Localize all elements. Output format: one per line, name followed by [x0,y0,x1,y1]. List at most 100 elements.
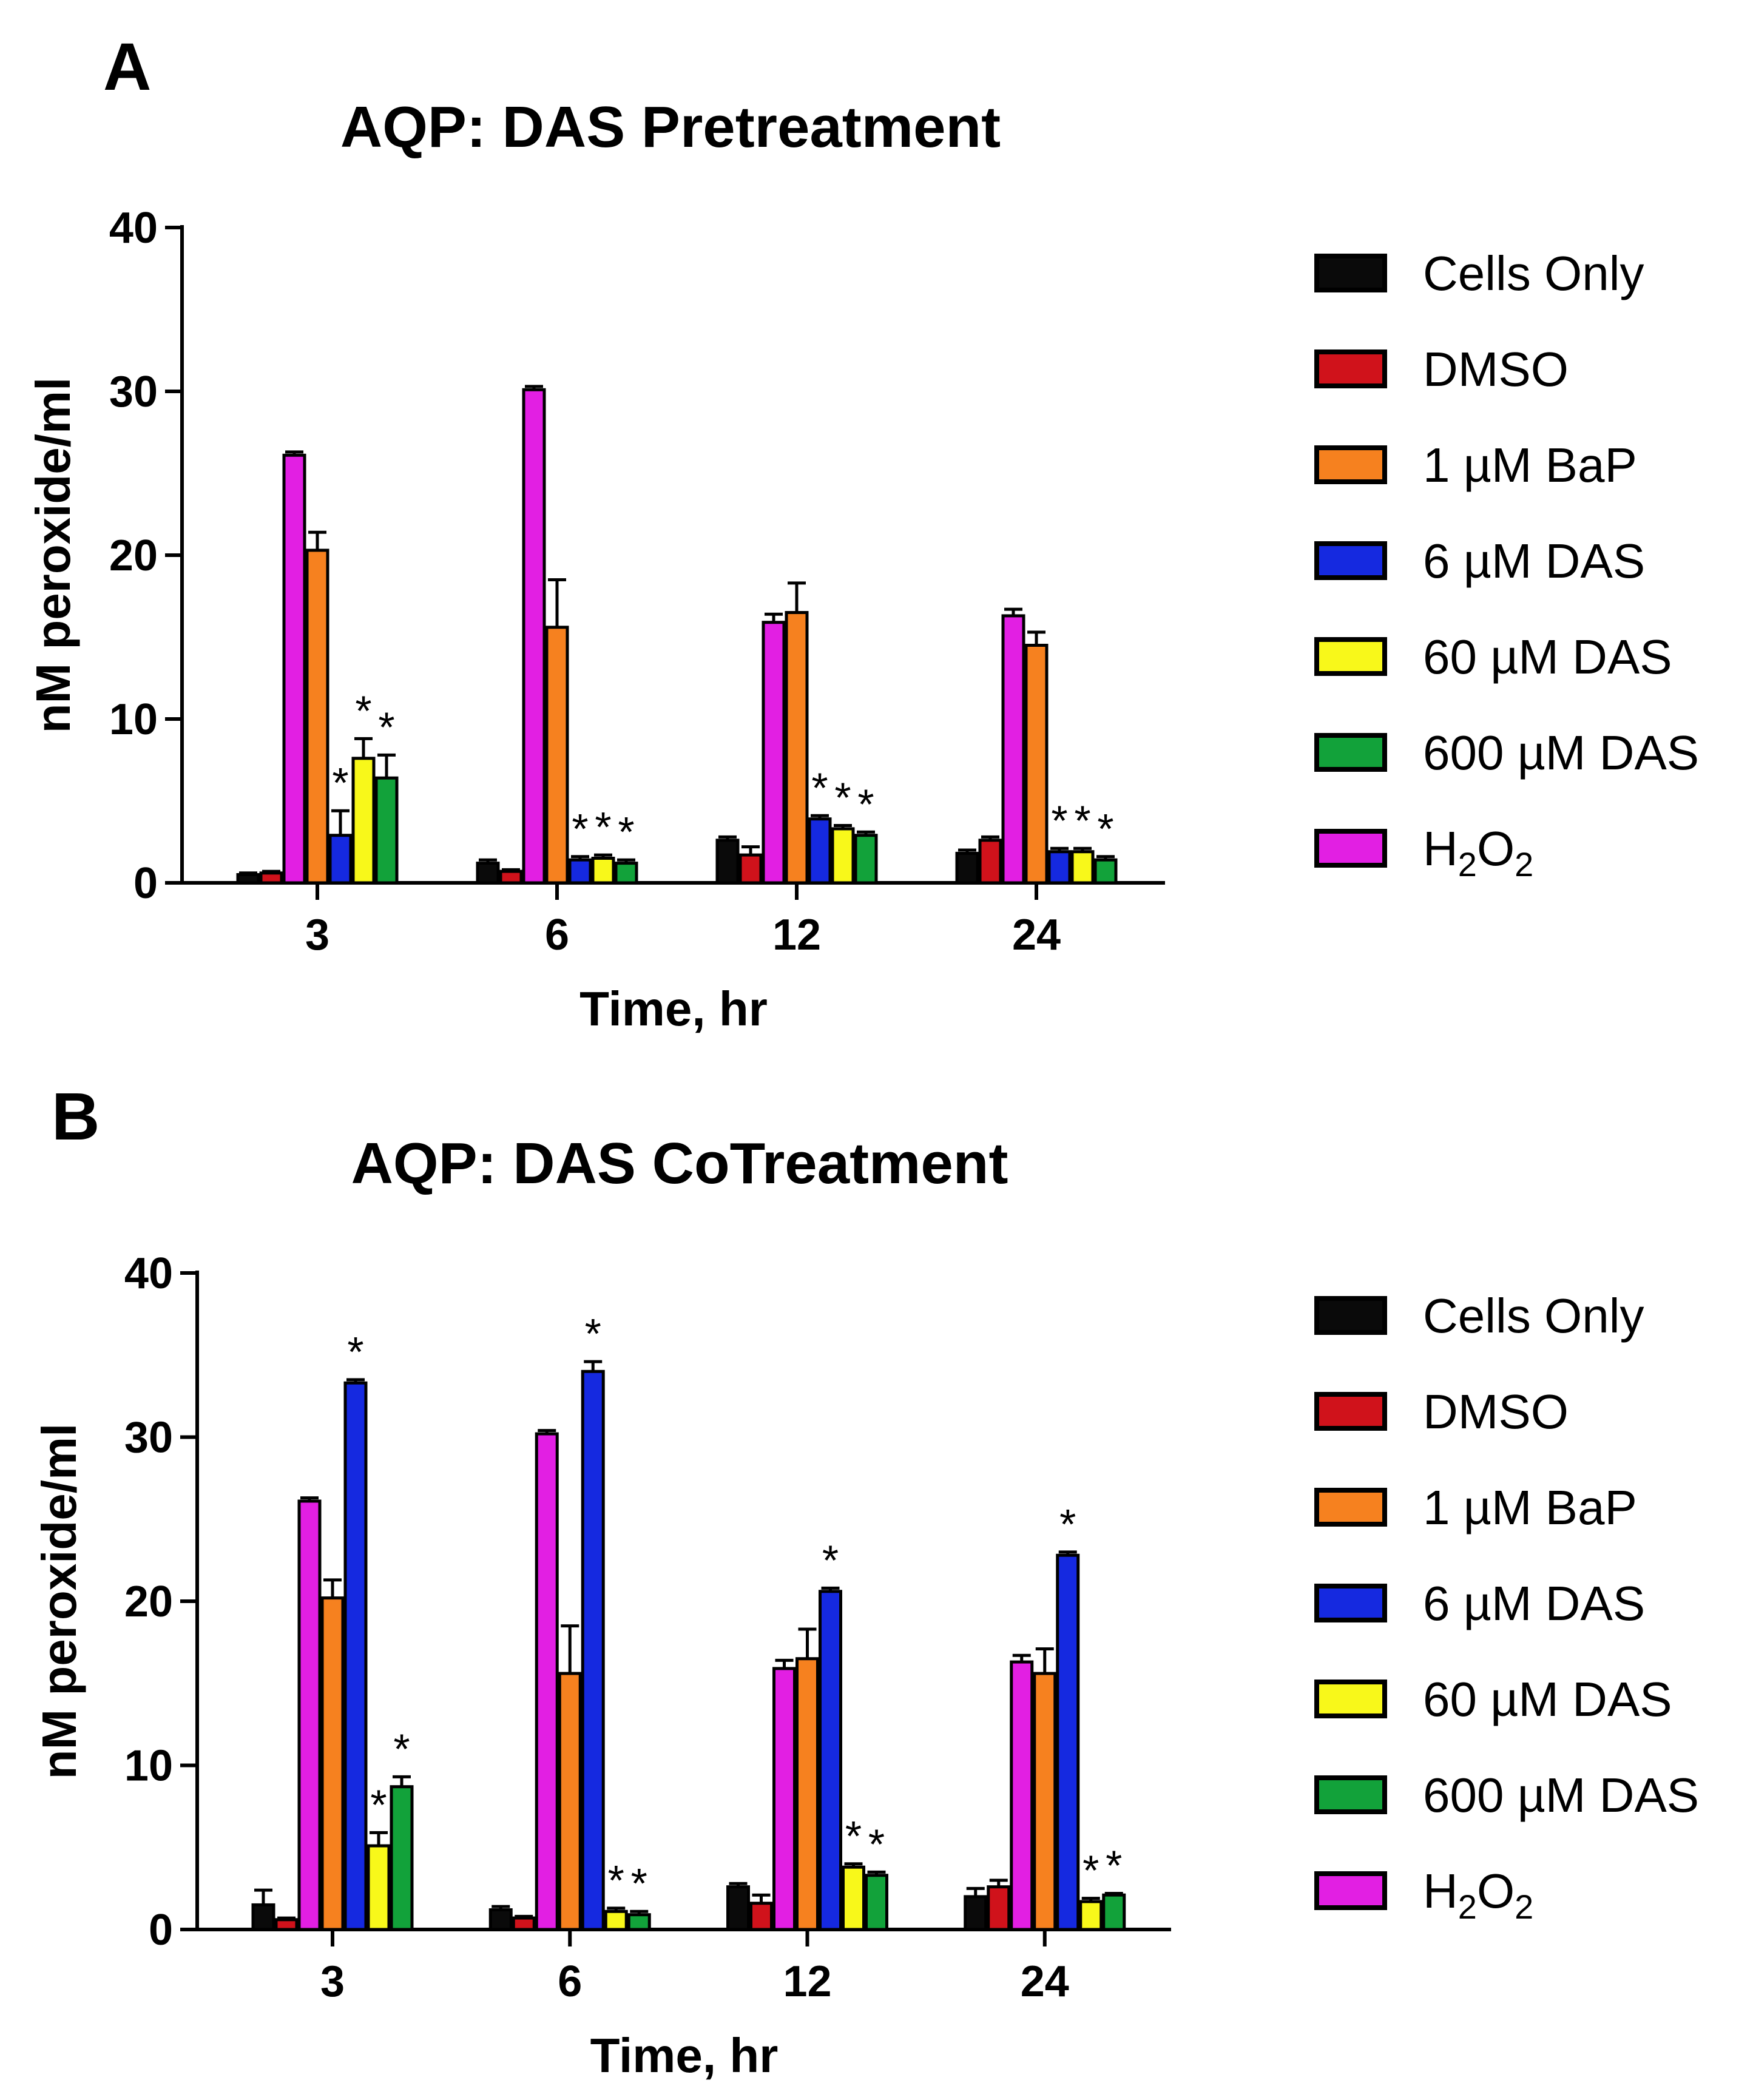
legend-label-60-um-das: 60 µM DAS [1423,1672,1672,1726]
bar-600-um-das [865,1874,888,1931]
bar-600-um-das [1102,1893,1126,1931]
bar-h2o2 [1001,614,1025,885]
significance-marker: * [378,703,394,751]
legend-label-cells-only: Cells Only [1423,1289,1644,1343]
significance-marker: * [332,759,348,806]
x-tick-label: 3 [305,911,329,959]
legend-label-1-um-bap: 1 µM BaP [1423,438,1637,492]
bar-cells-only [715,839,740,885]
significance-marker: * [811,764,828,811]
legend-label-60-um-das: 60 µM DAS [1423,630,1672,684]
bar-h2o2 [535,1432,559,1931]
legend-label-600-um-das: 600 µM DAS [1423,726,1699,780]
legend-swatch-dmso [1314,1392,1387,1431]
legend-label-6-um-das: 6 µM DAS [1423,1576,1645,1630]
y-tick-label: 20 [124,1578,173,1626]
legend-swatch-600-um-das [1314,1775,1387,1814]
significance-marker: * [857,780,874,828]
legend-label-1-um-bap: 1 µM BaP [1423,1480,1637,1534]
legend-swatch-6-um-das [1314,1584,1387,1622]
bar-6-um-das [1047,850,1072,885]
bar-h2o2 [762,621,786,885]
y-tick-label: 40 [124,1249,173,1298]
legend-swatch-h2o2 [1314,829,1387,868]
legend-label-cells-only: Cells Only [1423,246,1644,300]
significance-marker: * [585,1310,601,1357]
x-tick-label: 24 [1021,1957,1069,2006]
y-tick-label: 30 [109,368,158,416]
bar-h2o2 [772,1667,796,1931]
significance-marker: * [370,1781,387,1828]
bar-1-um-bap [558,1672,582,1931]
bar-60-um-das [604,1909,628,1931]
bar-dmso [749,1902,773,1931]
significance-marker: * [355,687,371,734]
legend-swatch-cells-only [1314,1296,1387,1335]
bar-1-um-bap [1033,1672,1057,1931]
significance-marker: * [1097,805,1113,852]
y-tick-label: 0 [149,1906,173,1954]
bar-dmso [738,853,763,885]
bar-1-um-bap [305,549,329,885]
legend-b: Cells Only DMSO 1 µM BaP 6 µM DAS 60 µM DAS 6… [1314,1289,1699,1926]
legend-swatch-600-um-das [1314,733,1387,772]
bar-600-um-das [614,862,638,885]
y-tick-label: 40 [109,204,158,252]
legend-label-6-um-das: 6 µM DAS [1423,534,1645,588]
bar-cells-only [251,1903,275,1931]
legend-swatch-60-um-das [1314,1680,1387,1718]
legend-swatch-cells-only [1314,254,1387,292]
bar-h2o2 [297,1499,322,1931]
legend-a: Cells Only DMSO 1 µM BaP 6 µM DAS 60 µM DAS 6… [1314,246,1699,883]
y-tick-label: 0 [133,859,158,908]
bar-cells-only [964,1895,988,1931]
bar-1-um-bap [795,1657,819,1931]
significance-marker: * [347,1328,363,1376]
significance-marker: * [595,803,611,851]
x-tick-label: 6 [545,911,569,959]
y-tick-label: 10 [109,695,158,744]
bar-600-um-das [1093,858,1118,885]
x-tick-label: 12 [783,1957,831,2006]
y-axis-label: nM peroxide/ml [32,1423,86,1780]
bar-1-um-bap [1024,644,1049,885]
bar-dmso [987,1885,1011,1931]
bar-cells-only [236,873,260,885]
chart-title-b: AQP: DAS CoTreatment [351,1131,1008,1196]
significance-marker: * [618,808,634,856]
legend-swatch-1-um-bap [1314,1488,1387,1527]
significance-marker: * [822,1536,839,1584]
bar-dmso [499,869,523,885]
bar-cells-only [726,1885,750,1931]
bar-6-um-das [819,1590,842,1931]
significance-marker: * [1051,797,1067,844]
bar-1-um-bap [320,1596,345,1931]
bar-cells-only [476,862,500,885]
bar-dmso [259,871,283,885]
legend-swatch-6-um-das [1314,541,1387,580]
bar-h2o2 [1010,1660,1034,1931]
bar-60-um-das [1079,1900,1103,1931]
bar-60-um-das [831,827,855,885]
y-axis-label: nM peroxide/ml [26,377,80,734]
panel-letter-a: A [103,30,151,104]
bar-60-um-das [591,857,615,885]
bar-6-um-das [328,834,353,885]
bar-1-um-bap [545,626,569,885]
significance-marker: * [834,774,851,822]
bar-6-um-das [1056,1553,1080,1931]
legend-label-dmso: DMSO [1423,1385,1569,1439]
bar-dmso [978,839,1002,885]
legend-swatch-h2o2 [1314,1871,1387,1910]
bar-600-um-das [854,834,878,885]
bar-6-um-das [581,1369,605,1931]
x-tick-label: 12 [772,911,821,959]
y-tick-label: 30 [124,1414,173,1462]
bar-1-um-bap [785,611,809,885]
legend-swatch-60-um-das [1314,637,1387,676]
bar-60-um-das [366,1844,391,1931]
bar-60-um-das [351,757,376,885]
significance-marker: * [1083,1847,1099,1894]
